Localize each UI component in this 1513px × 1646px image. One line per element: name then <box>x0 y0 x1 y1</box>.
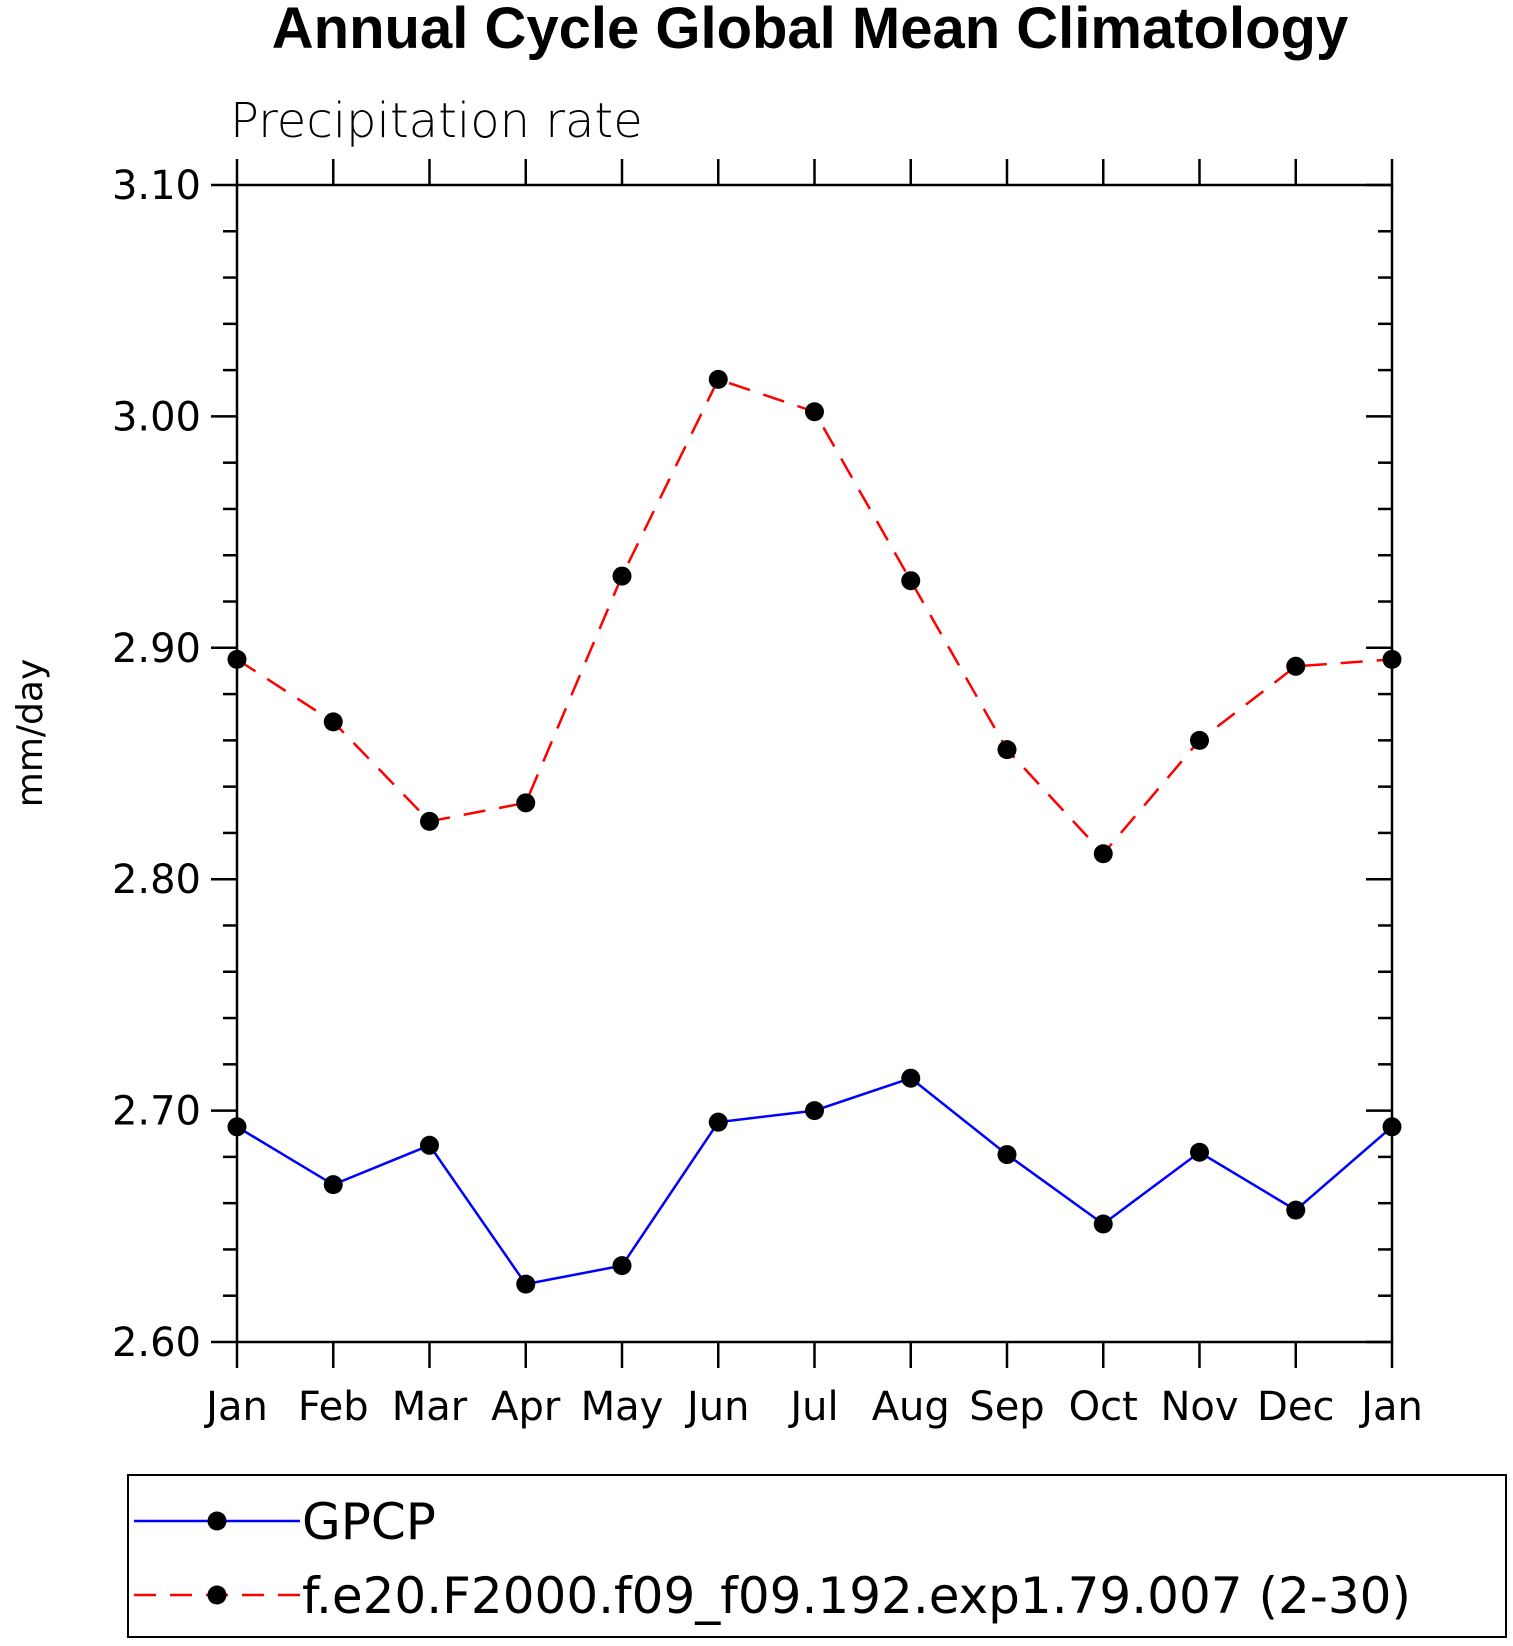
data-point <box>805 402 824 422</box>
data-point <box>612 1256 632 1276</box>
x-tick-label: Jun <box>684 1384 750 1430</box>
y-axis-label: mm/day <box>10 659 51 807</box>
data-point <box>901 571 921 591</box>
axis-ticks: Jan Feb Mar Apr May Jun Jul Aug Sep Oct Nov Dec Jan2… <box>112 159 1423 1430</box>
series-layer <box>227 369 1402 1294</box>
y-tick-label: 2.70 <box>112 1089 201 1135</box>
data-point <box>708 1112 728 1132</box>
x-tick-label: Jul <box>787 1384 838 1430</box>
chart-title: Annual Cycle Global Mean Climatology <box>272 0 1348 61</box>
data-point <box>612 566 632 586</box>
chart-subtitle: Precipitation rate <box>230 93 643 149</box>
legend-box <box>127 1474 1507 1638</box>
y-tick-label: 2.80 <box>112 857 201 903</box>
x-tick-label: Apr <box>491 1384 561 1430</box>
legend-marker <box>207 1585 227 1605</box>
x-tick-label: Sep <box>969 1384 1044 1430</box>
x-tick-label: Oct <box>1069 1384 1138 1430</box>
legend-label: f.e20.F2000.f09_f09.192.exp1.79.007 (2-3… <box>302 1567 1411 1625</box>
data-point <box>420 811 439 831</box>
data-point <box>901 1068 921 1088</box>
data-point <box>805 1101 824 1121</box>
x-tick-label: Aug <box>872 1384 950 1430</box>
plot-area <box>235 183 1394 1344</box>
data-point <box>420 1135 439 1155</box>
data-point <box>516 793 536 813</box>
data-point <box>227 1117 247 1137</box>
x-tick-label: Mar <box>392 1384 468 1430</box>
data-point <box>997 1145 1017 1165</box>
y-tick-label: 2.60 <box>112 1320 201 1366</box>
legend: GPCP f.e20.F2000.f09_f09.192.exp1.79.007 … <box>127 1474 1507 1638</box>
series-group <box>227 1068 1402 1294</box>
x-tick-label: Jan <box>203 1384 268 1430</box>
data-point <box>1093 1214 1113 1234</box>
data-point <box>323 712 343 732</box>
x-tick-label: Dec <box>1257 1384 1334 1430</box>
data-point <box>1190 730 1209 750</box>
x-tick-label: Nov <box>1160 1384 1238 1430</box>
data-point <box>1190 1142 1209 1162</box>
legend-label: GPCP <box>302 1493 436 1551</box>
y-tick-label: 3.00 <box>112 394 201 440</box>
data-point <box>708 369 728 389</box>
x-tick-label: Jan <box>1358 1384 1423 1430</box>
x-tick-label: Feb <box>298 1384 369 1430</box>
legend-marker <box>207 1511 227 1531</box>
data-point <box>1382 1117 1402 1137</box>
data-point <box>1286 656 1306 676</box>
data-point <box>1286 1200 1306 1220</box>
y-tick-label: 3.10 <box>112 163 201 209</box>
data-point <box>1093 844 1113 864</box>
data-point <box>323 1175 343 1195</box>
series-line <box>236 377 1393 856</box>
data-point <box>997 740 1017 760</box>
data-point <box>227 649 247 669</box>
series-group <box>227 369 1402 864</box>
x-tick-label: May <box>581 1384 664 1430</box>
data-point <box>516 1274 536 1294</box>
data-point <box>1382 649 1402 669</box>
y-tick-label: 2.90 <box>112 626 201 672</box>
